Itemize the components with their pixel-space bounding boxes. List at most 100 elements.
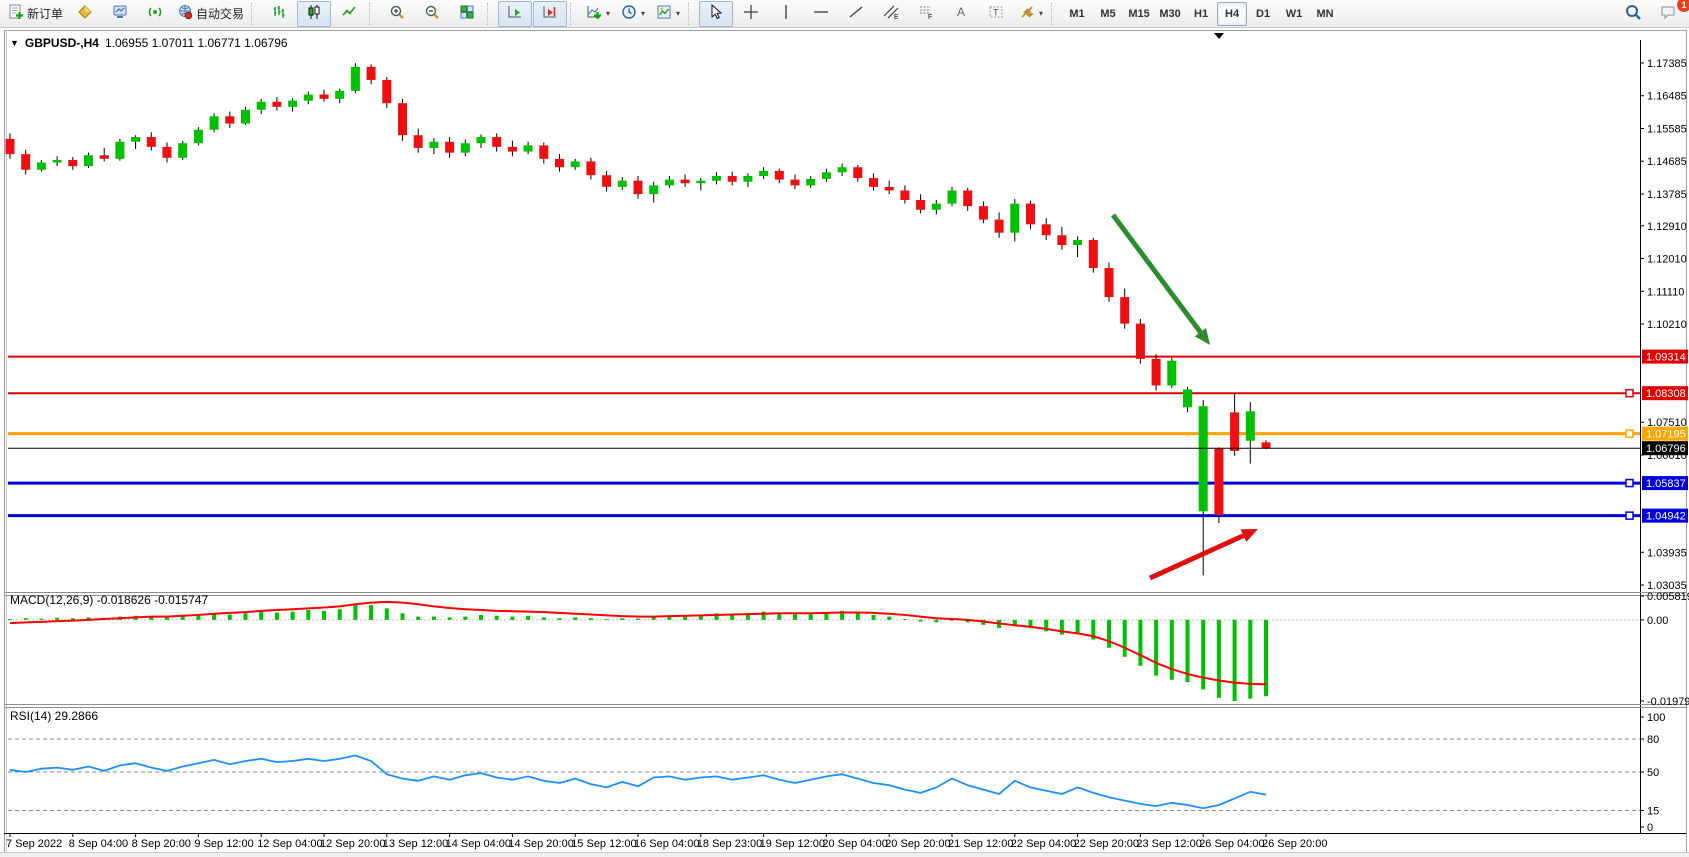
hline-price-text: 1.09314 <box>1646 352 1686 364</box>
candle-body <box>413 135 423 148</box>
toolbar-signals-button[interactable] <box>138 1 172 27</box>
timeframe-d1-button[interactable]: D1 <box>1256 7 1271 20</box>
timeframe-h1-button[interactable]: H1 <box>1194 7 1209 20</box>
candle-body <box>476 137 486 144</box>
candle-body <box>1088 239 1098 268</box>
chart-frame <box>4 30 1687 853</box>
candle-body <box>492 137 502 147</box>
candle-body <box>146 137 156 147</box>
candle-body <box>570 161 580 168</box>
candle-body <box>821 172 831 179</box>
time-tick-label: 23 Sep 12:00 <box>1136 838 1201 850</box>
time-tick-label: 12 Sep 04:00 <box>257 838 322 850</box>
candle-body <box>1073 239 1083 246</box>
timeframe-h4-button[interactable]: H4 <box>1217 1 1248 26</box>
toolbar-text-button[interactable]: A <box>944 1 978 27</box>
timeframe-m5-button[interactable]: M5 <box>1100 7 1116 20</box>
price-tick-label: 1.16485 <box>1647 91 1687 103</box>
toolbar-new-order-button[interactable]: 新订单 <box>4 1 67 27</box>
up-bounce-arrow-head[interactable] <box>1240 529 1258 542</box>
up-bounce-arrow[interactable] <box>1148 533 1245 581</box>
template-icon <box>656 4 672 23</box>
timeframe-m1-button[interactable]: M1 <box>1069 7 1085 20</box>
candle-body <box>1183 389 1192 408</box>
toolbar-new-chart-button[interactable]: ▾ <box>581 1 615 27</box>
search-icon <box>1624 3 1642 24</box>
candle-body <box>884 186 894 191</box>
search-button[interactable] <box>1616 1 1650 27</box>
toolbar-new-order-label: 新订单 <box>27 7 64 21</box>
chevron-down-icon: ▾ <box>676 9 681 18</box>
candle-body <box>225 116 235 124</box>
down-trend-arrow-head[interactable] <box>1194 327 1210 345</box>
toolbar-fibonacci-button[interactable]: F <box>909 1 943 27</box>
candle-body <box>1010 203 1020 233</box>
toolbar-horizontal-line-button[interactable] <box>804 1 838 27</box>
toolbar-equidistant-channel-button[interactable]: E <box>874 1 908 27</box>
price-tick-label: 1.10210 <box>1647 319 1687 331</box>
notifications-button[interactable]: 1 <box>1651 0 1689 27</box>
candle-body <box>507 146 517 152</box>
price-tick-label: 1.12010 <box>1647 254 1687 266</box>
hline-handle[interactable] <box>1625 429 1634 438</box>
vline-icon <box>778 4 794 23</box>
bid-price-text: 1.06796 <box>1646 443 1686 455</box>
toolbar-vertical-line-button[interactable] <box>769 1 803 27</box>
timeframe-w1-button[interactable]: W1 <box>1285 7 1303 20</box>
toolbar-data-window-button[interactable] <box>68 1 102 27</box>
candle-body <box>68 159 78 167</box>
chart-title: ▼ GBPUSD-,H4 1.06955 1.07011 1.06771 1.0… <box>10 36 288 50</box>
toolbar-crosshair-button[interactable] <box>734 1 768 27</box>
hline-handle[interactable] <box>1625 388 1634 398</box>
monitor-icon <box>112 4 128 23</box>
candle-body <box>759 170 769 176</box>
chart-window[interactable]: ▼ GBPUSD-,H4 1.06955 1.07011 1.06771 1.0… <box>0 28 1689 853</box>
toolbar-templates-button[interactable]: ▾ <box>651 1 685 27</box>
candle-body <box>900 190 910 200</box>
candle-body <box>5 138 15 155</box>
toolbar-line-chart-button[interactable] <box>332 1 366 27</box>
toolbar-tile-windows-button[interactable] <box>450 1 484 27</box>
clock-icon <box>621 4 637 23</box>
toolbar-cursor-button[interactable] <box>699 0 734 27</box>
candle-body <box>1245 411 1255 441</box>
toolbar-auto-scroll-button[interactable] <box>498 0 533 27</box>
candle-body <box>99 155 109 159</box>
down-trend-arrow[interactable] <box>1110 213 1203 334</box>
candle-body <box>21 154 31 170</box>
macd-tick-label: -0.01979 <box>1647 696 1689 708</box>
price-tick-label: 1.03935 <box>1647 547 1687 559</box>
candle-body <box>209 116 219 130</box>
toolbar-text-label-button[interactable]: T <box>979 1 1013 27</box>
toolbar-arrows-button[interactable]: ▾ <box>1014 1 1048 27</box>
toolbar-zoom-in-button[interactable] <box>380 1 414 27</box>
autoscroll-icon <box>507 4 523 23</box>
time-tick-label: 12 Sep 20:00 <box>320 838 385 850</box>
timeframe-m30-button[interactable]: M30 <box>1159 7 1181 20</box>
price-tick-label: 1.15585 <box>1647 123 1687 135</box>
chart-shift-marker[interactable] <box>1214 33 1224 39</box>
toolbar-separator <box>369 2 377 25</box>
line-icon <box>341 4 357 23</box>
chevron-down-icon[interactable]: ▼ <box>10 38 19 48</box>
toolbar-auto-trading-button[interactable]: 自动交易 <box>173 1 248 27</box>
hline-handle[interactable] <box>1625 478 1634 488</box>
hline-handle[interactable] <box>1625 511 1634 520</box>
timeframe-mn-button[interactable]: MN <box>1316 7 1334 20</box>
rsi-tick-label: 0 <box>1647 822 1653 834</box>
toolbar-candlestick-chart-button[interactable] <box>297 0 332 27</box>
hline-price-label <box>1642 349 1688 364</box>
toolbar-zoom-out-button[interactable] <box>415 1 449 27</box>
toolbar-trendline-button[interactable] <box>839 1 873 27</box>
toolbar-chart-shift-button[interactable] <box>533 0 568 27</box>
rsi-label: RSI(14) 29.2866 <box>10 709 98 723</box>
toolbar-market-watch-button[interactable] <box>103 1 137 27</box>
timeframe-m15-button[interactable]: M15 <box>1128 7 1150 20</box>
candle-body <box>193 129 203 144</box>
toolbar-periods-button[interactable]: ▾ <box>616 1 650 27</box>
svg-text:T: T <box>993 8 999 18</box>
toolbar-bar-chart-button[interactable] <box>262 1 296 27</box>
rsi-line <box>9 754 1267 810</box>
candle-body <box>429 141 439 148</box>
